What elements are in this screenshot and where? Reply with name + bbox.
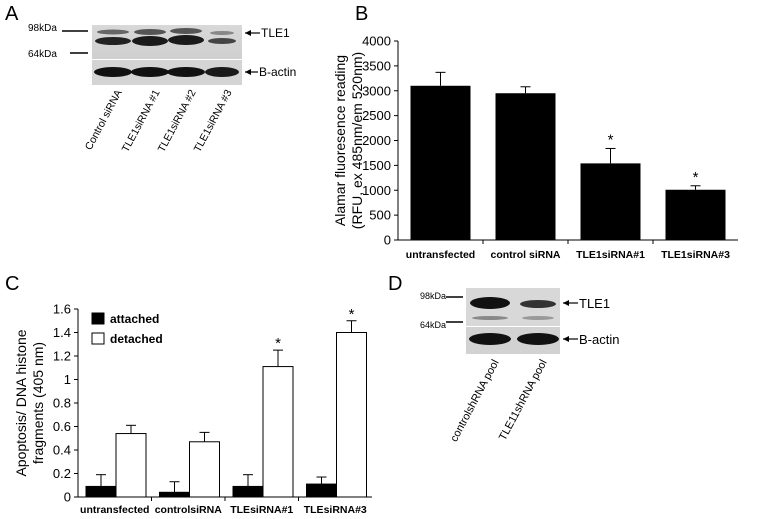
panel-b-letter: B [355, 3, 369, 25]
y-tick-label: 1.2 [53, 349, 71, 364]
y-tick-label: 0.2 [53, 466, 71, 481]
y-tick-label: 1.4 [53, 325, 71, 340]
panel-c-letter: C [5, 273, 20, 295]
bar-detached [336, 332, 367, 498]
legend-swatch-detached [91, 332, 105, 345]
y-axis-label-line: (RFU, ex 485nm/em 520nm) [349, 52, 365, 229]
y-tick-label: 2000 [362, 133, 391, 148]
legend-swatch-attached [91, 312, 105, 325]
legend-label-detached: detached [110, 332, 163, 346]
significance-marker: * [608, 131, 614, 148]
y-tick-label: 500 [369, 208, 391, 223]
significance-marker: * [275, 335, 281, 352]
y-tick-label: 0.8 [53, 396, 71, 411]
y-axis-label-line: fragments (405 nm) [30, 342, 46, 464]
y-axis-label-line: Apoptosis/ DNA histone [13, 329, 29, 476]
y-tick-label: 1.6 [53, 302, 71, 317]
y-axis-label: Alamar fluoresence reading(RFU, ex 485nm… [332, 52, 365, 229]
x-tick-label: control siRNA [490, 249, 560, 261]
panel-a-letter: A [5, 3, 19, 25]
bar-attached [306, 483, 337, 498]
y-tick-label: 1500 [362, 158, 391, 173]
bar-attached [232, 485, 264, 498]
y-tick-label: 0 [384, 233, 391, 248]
y-tick-label: 0.6 [53, 419, 71, 434]
legend-label-attached: attached [110, 312, 159, 326]
y-tick-label: 2500 [362, 108, 391, 123]
y-tick-label: 0.4 [53, 443, 71, 458]
bar [495, 93, 556, 240]
x-tick-label: TLE1siRNA#3 [661, 249, 730, 261]
bar [410, 85, 471, 241]
bar [580, 163, 641, 240]
y-axis-label-line: Alamar fluoresence reading [332, 55, 348, 226]
y-tick-label: 3500 [362, 58, 391, 73]
y-tick-label: 0 [64, 490, 71, 505]
bar-detached [189, 441, 220, 498]
x-tick-label: controlsiRNA [155, 504, 223, 516]
bar-detached [115, 433, 147, 498]
significance-marker: * [693, 169, 699, 186]
y-tick-label: 3000 [362, 83, 391, 98]
x-tick-label: untransfected [80, 504, 149, 516]
bar-detached [262, 366, 294, 498]
x-tick-label: untransfected [406, 249, 475, 261]
bar-attached [159, 491, 190, 498]
panel-d-letter: D [388, 273, 403, 295]
x-tick-label: TLE1siRNA#1 [576, 249, 645, 261]
y-tick-label: 1 [64, 372, 71, 387]
y-axis-label: Apoptosis/ DNA histonefragments (405 nm) [13, 329, 46, 476]
bar-attached [85, 485, 117, 498]
bar [665, 189, 726, 240]
y-tick-label: 4000 [362, 34, 391, 49]
x-tick-label: TLEsiRNA#1 [230, 504, 293, 516]
x-tick-label: TLEsiRNA#3 [304, 504, 367, 516]
significance-marker: * [349, 306, 355, 323]
y-tick-label: 1000 [362, 183, 391, 198]
